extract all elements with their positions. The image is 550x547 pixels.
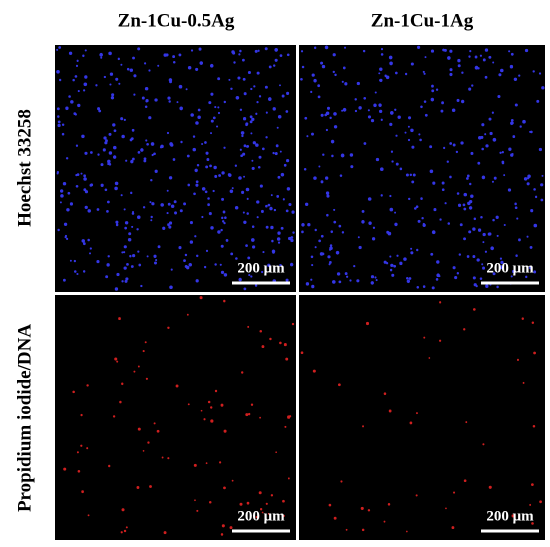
scale-bar-label: 200 μm bbox=[237, 508, 285, 524]
column-label: Zn-1Cu-1Ag bbox=[371, 10, 474, 31]
micrograph bbox=[55, 295, 296, 540]
column-label: Zn-1Cu-0.5Ag bbox=[118, 10, 235, 31]
row-label: Propidium iodide/DNA bbox=[14, 324, 35, 512]
micrograph bbox=[299, 295, 545, 540]
micrograph bbox=[55, 45, 296, 292]
micrograph bbox=[299, 45, 545, 292]
scale-bar-label: 200 μm bbox=[237, 260, 285, 276]
row-label: Hoechst 33258 bbox=[14, 109, 35, 227]
panel-grid: 200 μm 200 μm 200 μm 200 μm bbox=[55, 45, 545, 540]
scale-bar-label: 200 μm bbox=[486, 260, 534, 276]
scale-bar-label: 200 μm bbox=[486, 508, 534, 524]
